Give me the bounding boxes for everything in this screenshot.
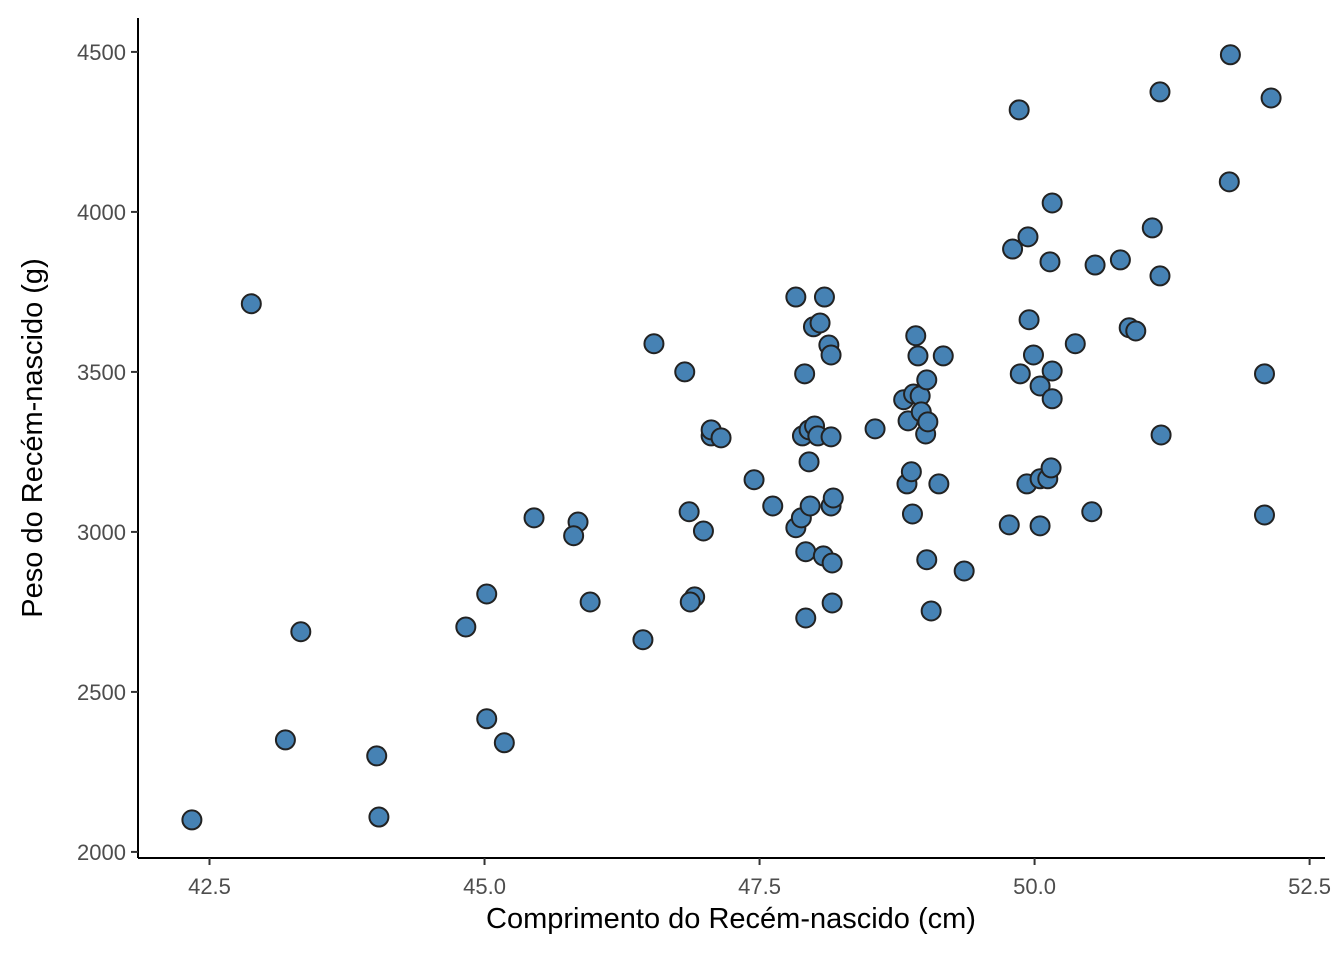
x-tick-label: 42.5: [188, 874, 231, 899]
x-tick-label: 50.0: [1013, 874, 1056, 899]
point: [813, 286, 835, 308]
point: [794, 363, 816, 385]
x-axis-title: Comprimento do Recém-nascido (cm): [486, 903, 976, 935]
point: [1149, 265, 1171, 287]
point: [932, 345, 954, 367]
y-axis-title: Peso do Recém-nascido (g): [17, 258, 49, 617]
point: [762, 495, 784, 517]
point: [674, 361, 696, 383]
point: [679, 591, 701, 613]
point: [905, 325, 927, 347]
x-tick-label: 45.0: [463, 874, 506, 899]
point: [822, 487, 844, 509]
point: [1029, 515, 1051, 537]
point: [1253, 504, 1275, 526]
point: [743, 469, 765, 491]
point: [181, 809, 203, 831]
y-tick-label: 3500: [77, 360, 126, 385]
point: [563, 525, 585, 547]
point: [1218, 171, 1240, 193]
point: [916, 549, 938, 571]
point: [1018, 309, 1040, 331]
point: [643, 333, 665, 355]
point: [901, 503, 923, 525]
point: [1039, 251, 1061, 273]
point: [274, 729, 296, 751]
point: [820, 426, 842, 448]
point: [1002, 238, 1024, 260]
point: [1009, 363, 1031, 385]
point: [710, 427, 732, 449]
point: [523, 507, 545, 529]
point: [907, 345, 929, 367]
point: [785, 286, 807, 308]
point: [1253, 363, 1275, 385]
point: [917, 411, 939, 433]
point: [476, 708, 498, 730]
point: [1064, 333, 1086, 355]
y-tick-label: 2500: [77, 680, 126, 705]
x-tick-label: 52.5: [1288, 874, 1331, 899]
point: [1008, 99, 1030, 121]
point: [1219, 44, 1241, 66]
point: [1149, 81, 1171, 103]
point: [795, 607, 817, 629]
point: [900, 461, 922, 483]
point: [678, 501, 700, 523]
point: [290, 621, 312, 643]
point: [799, 495, 821, 517]
point: [1081, 501, 1103, 523]
point: [1029, 375, 1051, 397]
point: [1084, 254, 1106, 276]
point: [998, 514, 1020, 536]
point: [916, 369, 938, 391]
y-tick-label: 2000: [77, 840, 126, 865]
point: [1022, 344, 1044, 366]
x-tick-label: 47.5: [738, 874, 781, 899]
point: [1041, 360, 1063, 382]
point: [455, 616, 477, 638]
point: [1109, 249, 1131, 271]
point: [1041, 388, 1063, 410]
point: [493, 732, 515, 754]
point: [692, 520, 714, 542]
point: [1150, 424, 1172, 446]
point: [368, 806, 390, 828]
point: [579, 591, 601, 613]
point: [1260, 87, 1282, 109]
point: [809, 312, 831, 334]
point: [1125, 320, 1147, 342]
point: [1141, 217, 1163, 239]
point: [953, 560, 975, 582]
point: [366, 745, 388, 767]
y-tick-label: 3000: [77, 520, 126, 545]
y-tick-label: 4500: [77, 40, 126, 65]
point: [1017, 226, 1039, 248]
point: [1040, 457, 1062, 479]
point: [821, 592, 843, 614]
y-tick-label: 4000: [77, 200, 126, 225]
point: [821, 552, 843, 574]
point: [632, 629, 654, 651]
point: [864, 418, 886, 440]
point: [820, 344, 842, 366]
point: [928, 473, 950, 495]
point: [795, 541, 817, 563]
point: [476, 583, 498, 605]
point: [798, 451, 820, 473]
point: [920, 600, 942, 622]
point: [1041, 192, 1063, 214]
point: [240, 293, 262, 315]
